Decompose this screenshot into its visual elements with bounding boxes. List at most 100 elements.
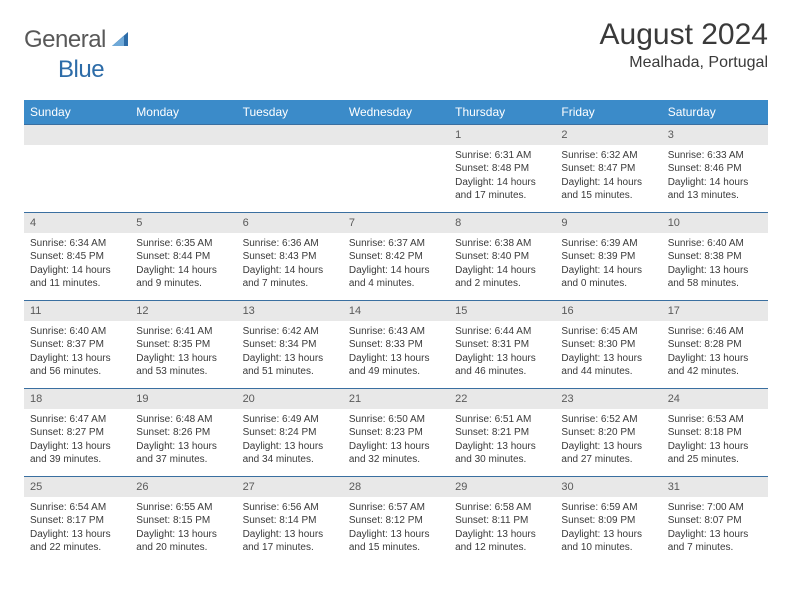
daylight-text: and 56 minutes. <box>30 365 124 379</box>
day-number: 28 <box>349 481 361 493</box>
daylight-text: and 30 minutes. <box>455 453 549 467</box>
day-number-row: 123 <box>24 125 768 145</box>
daylight-text: Daylight: 14 hours <box>243 264 337 278</box>
day-number-cell <box>130 125 236 145</box>
day-number: 13 <box>243 305 255 317</box>
daylight-text: Daylight: 13 hours <box>561 528 655 542</box>
day-number: 17 <box>668 305 680 317</box>
sunset-text: Sunset: 8:26 PM <box>136 426 230 440</box>
day-content-cell: Sunrise: 6:32 AMSunset: 8:47 PMDaylight:… <box>555 145 661 213</box>
daylight-text: and 17 minutes. <box>243 541 337 555</box>
day-number: 16 <box>561 305 573 317</box>
sunset-text: Sunset: 8:20 PM <box>561 426 655 440</box>
day-number-cell: 27 <box>237 477 343 497</box>
day-number-cell: 4 <box>24 213 130 233</box>
day-content-cell: Sunrise: 6:36 AMSunset: 8:43 PMDaylight:… <box>237 233 343 301</box>
sunrise-text: Sunrise: 6:40 AM <box>30 325 124 339</box>
day-number: 26 <box>136 481 148 493</box>
day-header: Wednesday <box>343 100 449 125</box>
daylight-text: Daylight: 13 hours <box>455 440 549 454</box>
sunrise-text: Sunrise: 6:35 AM <box>136 237 230 251</box>
day-number-cell: 17 <box>662 301 768 321</box>
daylight-text: and 2 minutes. <box>455 277 549 291</box>
logo-word-blue: Blue <box>58 56 104 83</box>
day-content-cell: Sunrise: 6:50 AMSunset: 8:23 PMDaylight:… <box>343 409 449 477</box>
day-number-cell: 16 <box>555 301 661 321</box>
daylight-text: Daylight: 13 hours <box>243 440 337 454</box>
day-number-cell: 1 <box>449 125 555 145</box>
sunrise-text: Sunrise: 6:31 AM <box>455 149 549 163</box>
sunset-text: Sunset: 8:14 PM <box>243 514 337 528</box>
day-number: 4 <box>30 217 36 229</box>
sunset-text: Sunset: 8:47 PM <box>561 162 655 176</box>
sunrise-text: Sunrise: 6:58 AM <box>455 501 549 515</box>
sunrise-text: Sunrise: 6:56 AM <box>243 501 337 515</box>
day-number-cell: 18 <box>24 389 130 409</box>
daylight-text: and 44 minutes. <box>561 365 655 379</box>
daylight-text: and 32 minutes. <box>349 453 443 467</box>
daylight-text: Daylight: 13 hours <box>349 528 443 542</box>
daylight-text: Daylight: 13 hours <box>455 528 549 542</box>
day-number: 19 <box>136 393 148 405</box>
day-number: 23 <box>561 393 573 405</box>
day-number-cell: 7 <box>343 213 449 233</box>
daylight-text: Daylight: 13 hours <box>349 352 443 366</box>
sunset-text: Sunset: 8:30 PM <box>561 338 655 352</box>
daylight-text: and 0 minutes. <box>561 277 655 291</box>
sunset-text: Sunset: 8:15 PM <box>136 514 230 528</box>
day-content-cell: Sunrise: 6:40 AMSunset: 8:37 PMDaylight:… <box>24 321 130 389</box>
day-header: Monday <box>130 100 236 125</box>
day-content-cell: Sunrise: 6:44 AMSunset: 8:31 PMDaylight:… <box>449 321 555 389</box>
daylight-text: Daylight: 13 hours <box>136 440 230 454</box>
day-content-row: Sunrise: 6:34 AMSunset: 8:45 PMDaylight:… <box>24 233 768 301</box>
day-number-cell: 22 <box>449 389 555 409</box>
day-number-cell: 5 <box>130 213 236 233</box>
daylight-text: Daylight: 14 hours <box>668 176 762 190</box>
day-number: 9 <box>561 217 567 229</box>
daylight-text: Daylight: 13 hours <box>561 352 655 366</box>
daylight-text: and 58 minutes. <box>668 277 762 291</box>
day-content-cell: Sunrise: 6:55 AMSunset: 8:15 PMDaylight:… <box>130 497 236 565</box>
daylight-text: and 25 minutes. <box>668 453 762 467</box>
day-content-cell <box>130 145 236 213</box>
day-content-cell: Sunrise: 6:58 AMSunset: 8:11 PMDaylight:… <box>449 497 555 565</box>
day-number: 29 <box>455 481 467 493</box>
day-number-cell: 10 <box>662 213 768 233</box>
sunrise-text: Sunrise: 6:54 AM <box>30 501 124 515</box>
day-content-cell: Sunrise: 6:51 AMSunset: 8:21 PMDaylight:… <box>449 409 555 477</box>
daylight-text: and 15 minutes. <box>349 541 443 555</box>
day-number: 25 <box>30 481 42 493</box>
daylight-text: and 7 minutes. <box>668 541 762 555</box>
daylight-text: and 53 minutes. <box>136 365 230 379</box>
sunset-text: Sunset: 8:07 PM <box>668 514 762 528</box>
daylight-text: Daylight: 13 hours <box>455 352 549 366</box>
day-header-row: Sunday Monday Tuesday Wednesday Thursday… <box>24 100 768 125</box>
day-number-cell: 3 <box>662 125 768 145</box>
day-number: 3 <box>668 129 674 141</box>
sunrise-text: Sunrise: 6:50 AM <box>349 413 443 427</box>
sunset-text: Sunset: 8:38 PM <box>668 250 762 264</box>
sunset-text: Sunset: 8:09 PM <box>561 514 655 528</box>
daylight-text: Daylight: 14 hours <box>136 264 230 278</box>
daylight-text: and 13 minutes. <box>668 189 762 203</box>
day-number: 8 <box>455 217 461 229</box>
sunrise-text: Sunrise: 6:59 AM <box>561 501 655 515</box>
logo: General <box>24 18 134 54</box>
day-number: 6 <box>243 217 249 229</box>
sunset-text: Sunset: 8:17 PM <box>30 514 124 528</box>
sunset-text: Sunset: 8:35 PM <box>136 338 230 352</box>
daylight-text: Daylight: 13 hours <box>668 352 762 366</box>
day-content-cell: Sunrise: 6:52 AMSunset: 8:20 PMDaylight:… <box>555 409 661 477</box>
day-number-cell: 6 <box>237 213 343 233</box>
sunrise-text: Sunrise: 7:00 AM <box>668 501 762 515</box>
day-number: 20 <box>243 393 255 405</box>
daylight-text: and 7 minutes. <box>243 277 337 291</box>
sunset-text: Sunset: 8:33 PM <box>349 338 443 352</box>
sunset-text: Sunset: 8:44 PM <box>136 250 230 264</box>
daylight-text: Daylight: 13 hours <box>136 528 230 542</box>
daylight-text: Daylight: 14 hours <box>455 176 549 190</box>
day-number-cell: 29 <box>449 477 555 497</box>
day-content-cell: Sunrise: 6:48 AMSunset: 8:26 PMDaylight:… <box>130 409 236 477</box>
month-title: August 2024 <box>600 18 768 52</box>
sunset-text: Sunset: 8:21 PM <box>455 426 549 440</box>
